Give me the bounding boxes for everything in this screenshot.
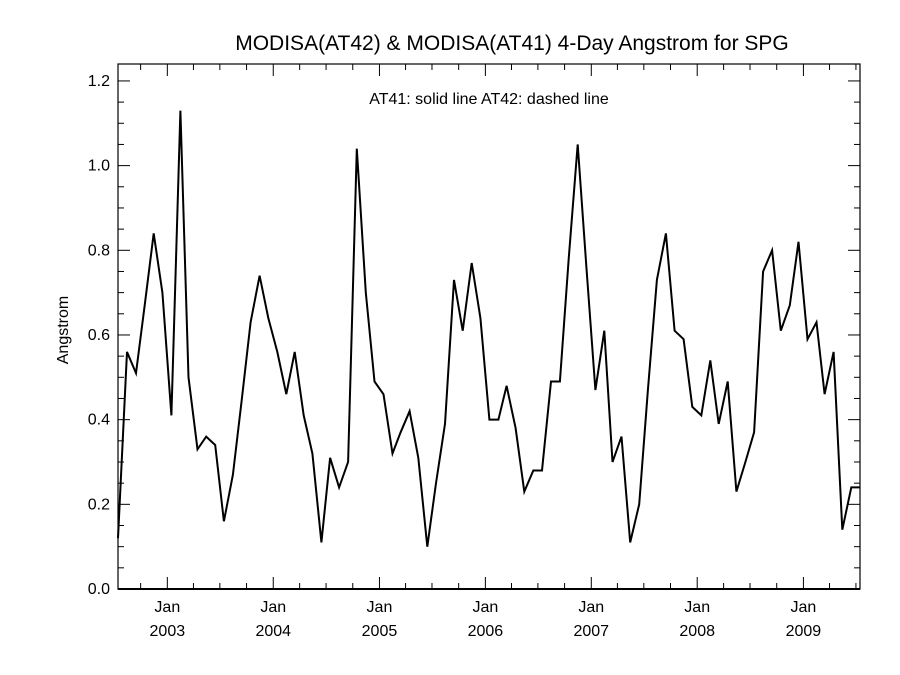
y-tick-label: 0.8 <box>88 242 110 259</box>
series-line-at41 <box>117 110 860 547</box>
x-tick-year-label: 2006 <box>468 623 504 640</box>
y-tick-label: 1.2 <box>88 73 110 90</box>
y-tick-label: 1.0 <box>88 158 110 175</box>
chart-title: MODISA(AT42) & MODISA(AT41) 4-Day Angstr… <box>235 32 789 55</box>
x-tick-year-label: 2007 <box>573 623 609 640</box>
plot-frame <box>117 63 861 590</box>
y-tick-label: 0.2 <box>88 496 110 513</box>
series-layer <box>117 110 860 547</box>
x-tick-year-label: 2009 <box>786 623 822 640</box>
x-tick-month-label: Jan <box>472 599 498 616</box>
axis-tick-labels: 0.0 0.2 0.4 0.6 0.8 1.0 1.2 Jan 2003 Jan 2004 Jan 20… <box>88 73 822 640</box>
y-tick-label: 0.4 <box>88 412 110 429</box>
x-tick-month-label: Jan <box>684 599 710 616</box>
x-tick-year-label: 2008 <box>679 623 715 640</box>
y-axis-label: Angstrom <box>55 296 72 364</box>
y-tick-label: 0.6 <box>88 327 110 344</box>
y-tick-label: 0.0 <box>88 581 110 598</box>
x-tick-year-label: 2003 <box>150 623 186 640</box>
x-tick-month-label: Jan <box>260 599 286 616</box>
x-tick-year-label: 2005 <box>362 623 398 640</box>
line-style-annotation: AT41: solid line AT42: dashed line <box>369 91 609 108</box>
x-tick-month-label: Jan <box>154 599 180 616</box>
x-tick-month-label: Jan <box>367 599 393 616</box>
x-tick-year-label: 2004 <box>255 623 291 640</box>
x-tick-month-label: Jan <box>791 599 817 616</box>
axis-ticks <box>118 64 860 590</box>
x-tick-month-label: Jan <box>578 599 604 616</box>
